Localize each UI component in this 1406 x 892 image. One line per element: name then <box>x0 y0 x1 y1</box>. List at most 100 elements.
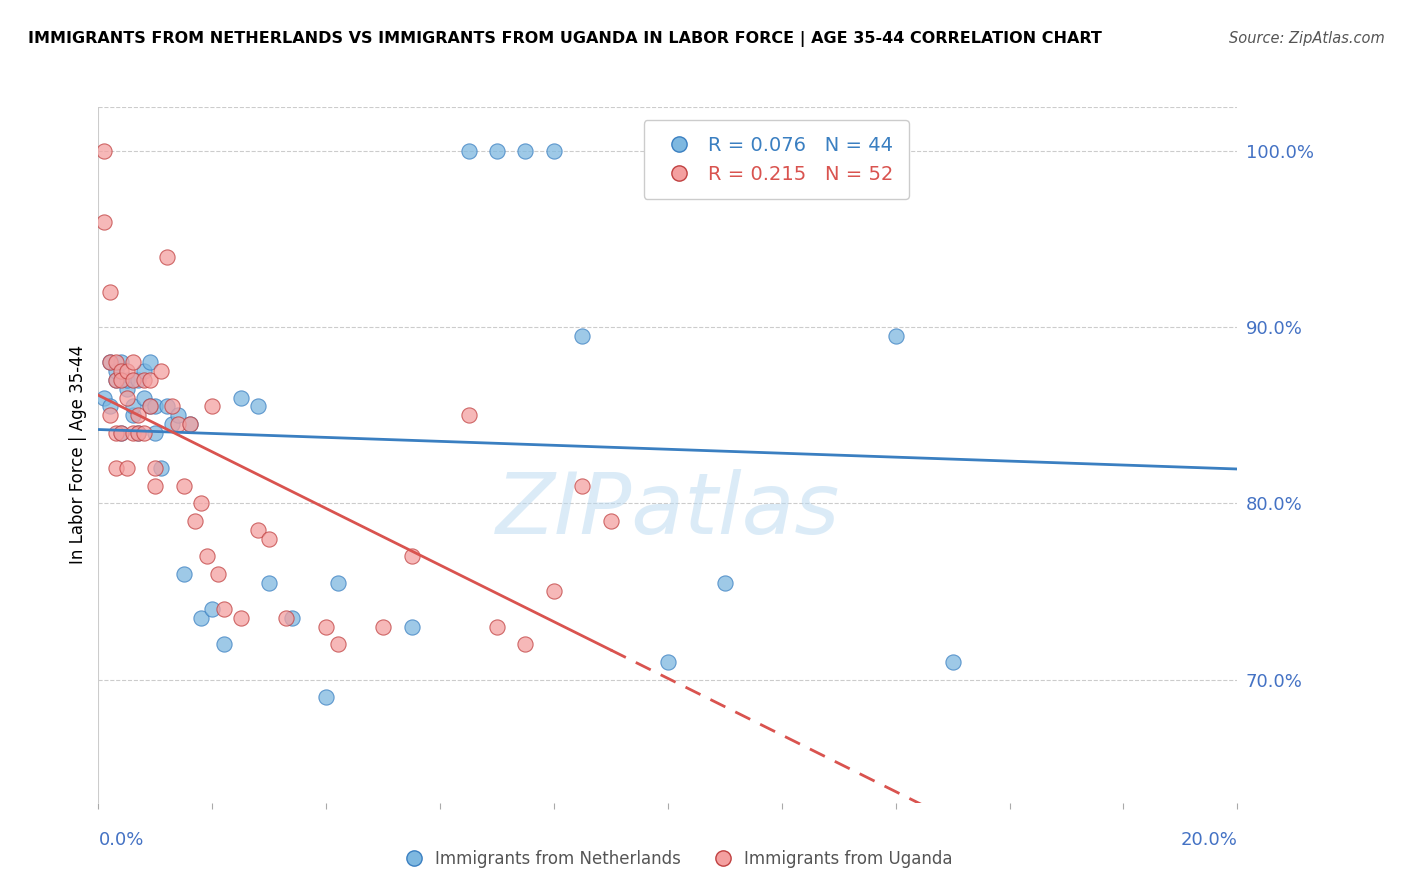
Point <box>457 144 479 158</box>
Point <box>315 690 337 705</box>
Point <box>179 417 201 431</box>
Point <box>93 214 115 228</box>
Point <box>115 461 138 475</box>
Point <box>167 409 190 423</box>
Point <box>145 479 167 493</box>
Legend: Immigrants from Netherlands, Immigrants from Uganda: Immigrants from Netherlands, Immigrants … <box>391 844 959 875</box>
Point <box>543 144 565 158</box>
Point <box>98 409 121 423</box>
Y-axis label: In Labor Force | Age 35-44: In Labor Force | Age 35-44 <box>69 345 87 565</box>
Point <box>401 549 423 564</box>
Point <box>110 425 132 440</box>
Point <box>104 373 127 387</box>
Point <box>179 417 201 431</box>
Point <box>156 250 179 264</box>
Text: IMMIGRANTS FROM NETHERLANDS VS IMMIGRANTS FROM UGANDA IN LABOR FORCE | AGE 35-44: IMMIGRANTS FROM NETHERLANDS VS IMMIGRANT… <box>28 31 1102 47</box>
Point <box>190 496 212 510</box>
Point <box>571 479 593 493</box>
Point <box>326 637 349 651</box>
Point <box>138 400 160 414</box>
Point <box>127 373 149 387</box>
Legend: R = 0.076   N = 44, R = 0.215   N = 52: R = 0.076 N = 44, R = 0.215 N = 52 <box>644 120 908 199</box>
Point <box>110 364 132 378</box>
Point <box>132 364 155 378</box>
Point <box>98 355 121 369</box>
Point <box>486 620 509 634</box>
Point <box>281 611 304 625</box>
Point <box>104 364 127 378</box>
Point <box>110 373 132 387</box>
Point <box>93 144 115 158</box>
Point <box>207 566 229 581</box>
Point <box>127 425 149 440</box>
Point <box>138 373 160 387</box>
Point <box>259 575 281 590</box>
Point <box>229 611 252 625</box>
Text: Source: ZipAtlas.com: Source: ZipAtlas.com <box>1229 31 1385 46</box>
Point <box>276 611 298 625</box>
Point <box>167 417 190 431</box>
Point <box>184 514 207 528</box>
Point <box>98 400 121 414</box>
Point <box>104 425 127 440</box>
Point <box>173 566 195 581</box>
Point <box>110 355 132 369</box>
Text: 0.0%: 0.0% <box>98 830 143 848</box>
Point <box>93 391 115 405</box>
Point <box>98 355 121 369</box>
Point <box>145 461 167 475</box>
Point <box>115 364 138 378</box>
Point <box>115 373 138 387</box>
Point <box>259 532 281 546</box>
Point <box>115 391 138 405</box>
Point <box>162 417 184 431</box>
Point <box>145 400 167 414</box>
Point <box>315 620 337 634</box>
Point <box>121 400 143 414</box>
Point <box>127 409 149 423</box>
Point <box>110 425 132 440</box>
Point <box>162 400 184 414</box>
Point <box>246 400 269 414</box>
Point <box>145 425 167 440</box>
Point <box>486 144 509 158</box>
Point <box>121 425 143 440</box>
Point <box>401 620 423 634</box>
Point <box>515 144 537 158</box>
Point <box>657 655 679 669</box>
Point <box>115 382 138 396</box>
Point <box>132 425 155 440</box>
Point <box>190 611 212 625</box>
Point <box>150 461 173 475</box>
Point <box>229 391 252 405</box>
Point <box>104 461 127 475</box>
Point <box>132 373 155 387</box>
Point <box>121 355 143 369</box>
Point <box>138 400 160 414</box>
Point <box>138 355 160 369</box>
Point <box>127 425 149 440</box>
Point <box>543 584 565 599</box>
Point <box>571 329 593 343</box>
Point <box>942 655 965 669</box>
Point <box>201 400 224 414</box>
Point <box>156 400 179 414</box>
Point <box>457 409 479 423</box>
Point <box>195 549 218 564</box>
Point <box>884 329 907 343</box>
Point <box>98 285 121 299</box>
Point <box>132 391 155 405</box>
Point <box>150 364 173 378</box>
Point <box>104 373 127 387</box>
Point <box>326 575 349 590</box>
Text: 20.0%: 20.0% <box>1181 830 1237 848</box>
Text: ZIPatlas: ZIPatlas <box>496 469 839 552</box>
Point <box>515 637 537 651</box>
Point <box>246 523 269 537</box>
Point <box>173 479 195 493</box>
Point <box>373 620 395 634</box>
Point <box>600 514 623 528</box>
Point <box>714 575 737 590</box>
Point <box>121 409 143 423</box>
Point <box>121 373 143 387</box>
